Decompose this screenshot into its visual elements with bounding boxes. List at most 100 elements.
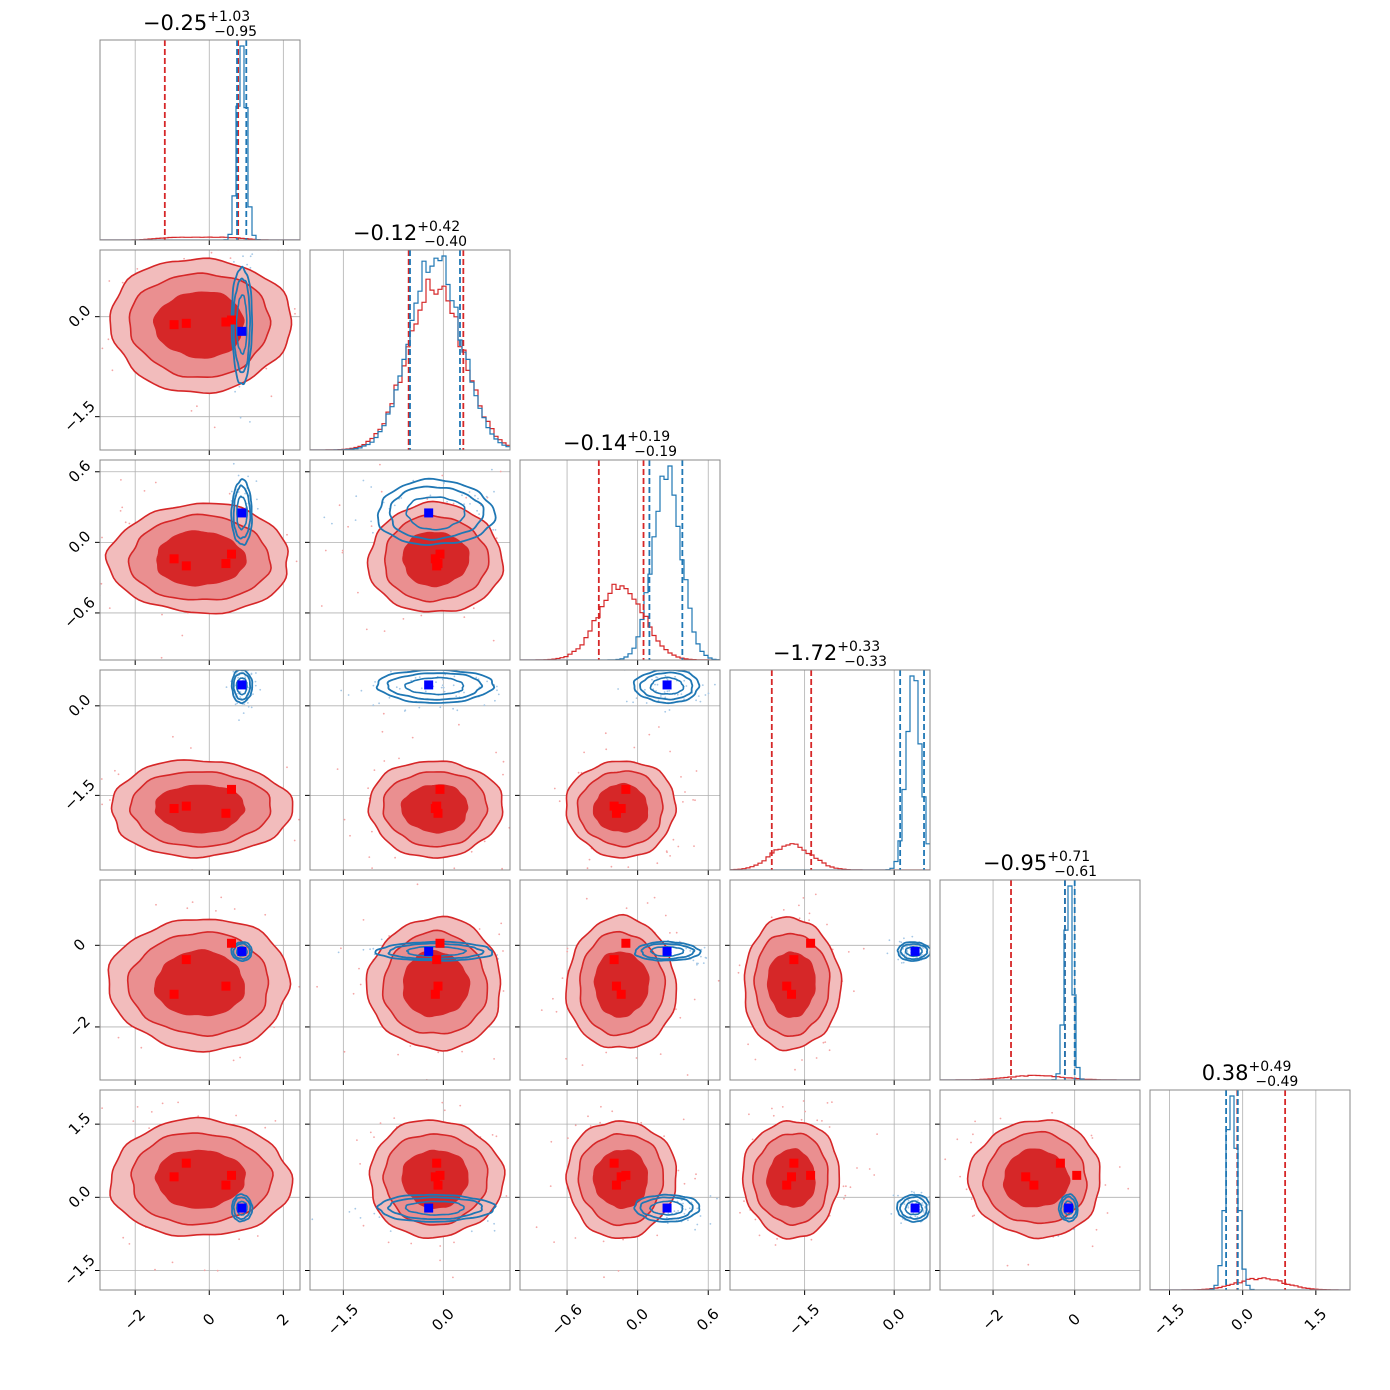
panel-5-3: −1.5 0.0: [725, 1090, 930, 1339]
sample-point-a: [711, 1011, 713, 1013]
sample-point-a: [604, 732, 607, 735]
panel-frame: [939, 1089, 1141, 1291]
x-tick-label: 0: [1065, 1310, 1084, 1329]
truth-marker-b: [662, 680, 672, 690]
contour-b-inner: [649, 676, 685, 695]
sample-point-a: [502, 950, 504, 952]
sample-point-a: [600, 1105, 602, 1108]
sample-point-a: [397, 1053, 399, 1056]
sample-point-b: [888, 939, 891, 942]
x-tick-label: 0: [199, 1310, 218, 1329]
contour-a-inner: [154, 784, 246, 834]
sample-point-a: [491, 1134, 494, 1136]
sample-point-a: [191, 901, 194, 903]
y-tick-label: 0.0: [65, 1182, 95, 1212]
sample-point-a: [592, 863, 594, 865]
sample-point-b: [340, 689, 343, 692]
sample-point-a: [722, 1055, 724, 1057]
sample-point-b: [692, 959, 695, 962]
sample-point-a: [143, 490, 146, 492]
sample-point-b: [674, 675, 676, 678]
sample-point-b: [311, 1218, 314, 1221]
panel-5-4: −2 0: [935, 1090, 1140, 1334]
sample-point-b: [249, 255, 252, 258]
sample-point-a: [843, 1197, 845, 1200]
sample-point-a: [356, 1139, 358, 1141]
truth-marker-a: [621, 1170, 631, 1180]
sample-point-b: [664, 710, 667, 713]
sample-point-b: [252, 693, 254, 695]
sample-point-b: [395, 686, 398, 689]
sample-point-a: [307, 1193, 309, 1195]
sample-point-b: [237, 491, 240, 493]
sample-point-a: [970, 1198, 973, 1200]
sample-point-a: [349, 834, 351, 837]
sample-point-a: [751, 1138, 754, 1141]
truth-marker-a: [221, 317, 231, 327]
sample-point-b: [453, 675, 456, 678]
sample-point-a: [98, 801, 100, 803]
sample-point-b: [476, 509, 478, 512]
sample-point-a: [213, 426, 216, 429]
sample-point-b: [244, 676, 247, 679]
sample-point-a: [1090, 1134, 1093, 1137]
x-tick-label: −0.6: [547, 1300, 585, 1338]
truth-marker-a: [611, 808, 621, 818]
truth-marker-a: [433, 981, 443, 991]
sample-point-b: [937, 952, 939, 954]
sample-point-a: [456, 873, 458, 875]
x-tick-label: 2: [273, 1310, 292, 1329]
panel-frame: [519, 459, 721, 661]
panel-5-5: 0.38+0.49 −0.49 −1.5 0.0 1.5: [1150, 1059, 1350, 1339]
sample-point-b: [255, 672, 257, 674]
sample-point-a: [388, 351, 390, 353]
sample-point-a: [804, 1110, 807, 1113]
sample-point-a: [172, 735, 174, 738]
sample-point-a: [530, 940, 532, 942]
sample-point-a: [814, 893, 817, 896]
panel-0-0: −0.25+1.03 −0.95: [100, 9, 300, 245]
sample-point-b: [354, 519, 357, 521]
sample-point-b: [685, 685, 688, 687]
truth-marker-b: [1064, 1203, 1074, 1213]
truth-marker-a: [609, 1158, 619, 1168]
sample-point-b: [697, 962, 699, 965]
sample-point-b: [485, 495, 488, 498]
sample-point-b: [372, 531, 374, 534]
sample-point-b: [666, 1216, 668, 1219]
sample-point-a: [561, 977, 564, 979]
sample-point-b: [911, 935, 914, 938]
sample-point-a: [343, 1050, 346, 1053]
truth-marker-a: [609, 955, 619, 965]
truth-marker-b: [237, 946, 247, 956]
sample-point-b: [494, 529, 497, 531]
sample-point-b: [247, 475, 250, 478]
sample-point-b: [664, 675, 667, 677]
title-plus: +0.49: [1248, 1059, 1291, 1075]
truth-marker-a: [433, 1180, 443, 1190]
sample-point-a: [770, 916, 773, 919]
sample-point-b: [360, 689, 363, 692]
sample-point-a: [873, 1174, 876, 1176]
sample-point-a: [959, 1175, 961, 1178]
sample-point-a: [459, 1104, 462, 1107]
sample-point-b: [630, 658, 632, 660]
truth-marker-a: [789, 1158, 799, 1168]
sample-point-b: [699, 1215, 702, 1217]
sample-point-a: [611, 1110, 614, 1113]
sample-point-b: [493, 490, 495, 493]
sample-point-a: [379, 463, 381, 466]
sample-point-a: [359, 983, 362, 986]
title-minus: −0.40: [424, 234, 467, 250]
sample-point-a: [383, 760, 386, 762]
sample-point-a: [256, 1235, 259, 1237]
sample-point-a: [535, 1226, 538, 1229]
sample-point-a: [273, 1026, 275, 1029]
contour-b-mid: [640, 943, 696, 960]
sample-point-a: [679, 1016, 682, 1019]
sample-point-a: [411, 736, 414, 739]
sample-point-a: [553, 1241, 555, 1243]
contour-b-inner: [235, 1200, 248, 1216]
sample-point-a: [274, 1120, 277, 1122]
panel-2-0: −0.6 0.0 0.6: [60, 457, 300, 665]
